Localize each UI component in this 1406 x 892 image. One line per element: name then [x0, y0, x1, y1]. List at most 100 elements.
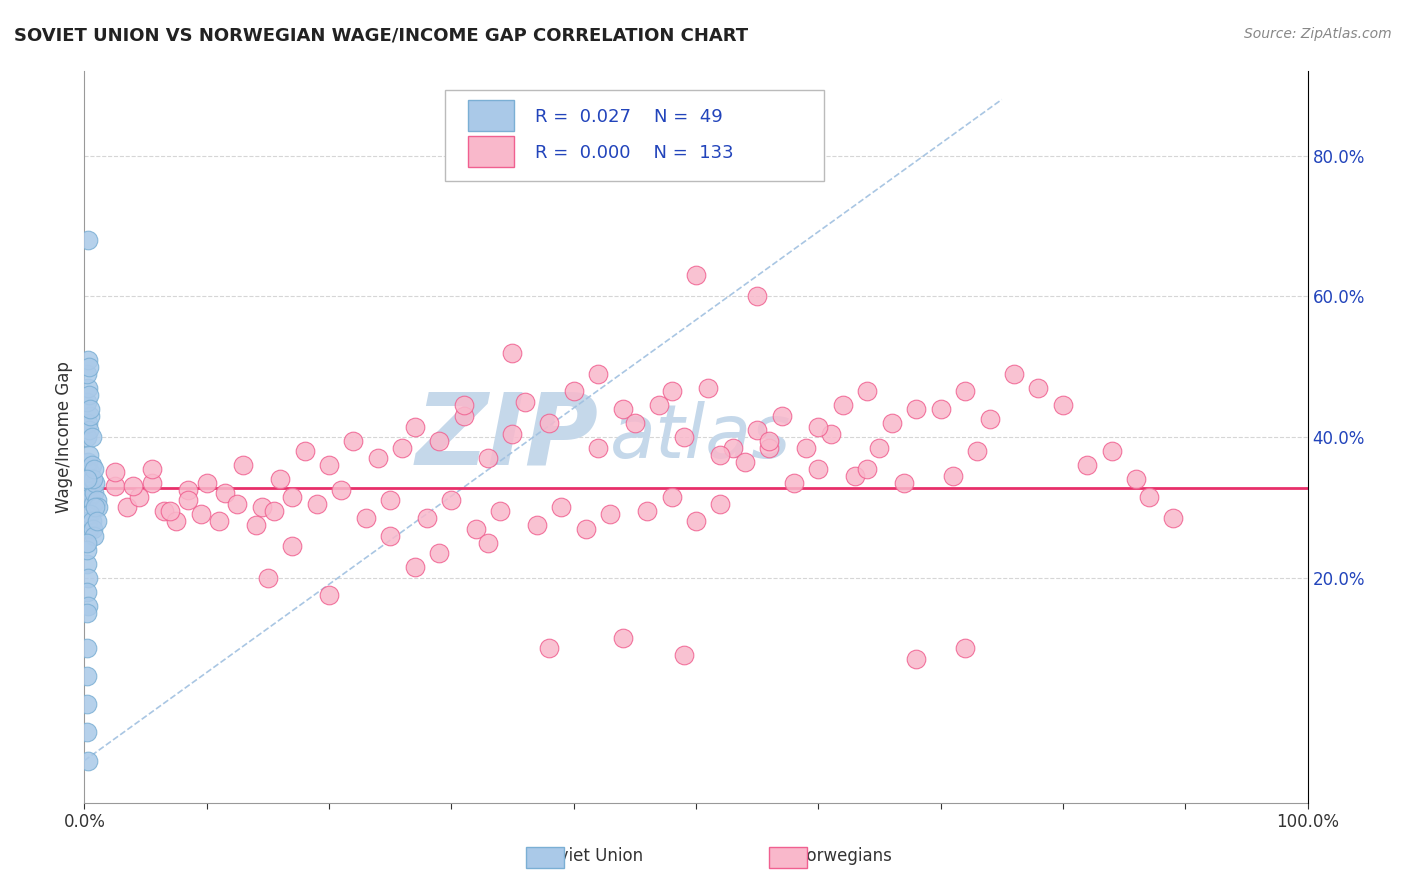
- Point: [76, 472, 98, 486]
- Point: [232, 458, 254, 473]
- Point: [831, 399, 853, 413]
- Point: [636, 504, 658, 518]
- Point: [76, 542, 98, 557]
- Point: [612, 631, 634, 645]
- Point: [342, 434, 364, 448]
- Point: [159, 504, 181, 518]
- Point: [79, 490, 101, 504]
- Point: [905, 651, 928, 665]
- Point: [318, 588, 340, 602]
- Point: [966, 444, 988, 458]
- Point: [80, 472, 103, 486]
- Text: atlas: atlas: [610, 401, 792, 473]
- Point: [794, 441, 817, 455]
- Point: [80, 515, 103, 529]
- Point: [76, 430, 98, 444]
- Point: [77, 416, 100, 430]
- Point: [747, 289, 769, 303]
- Point: [734, 455, 756, 469]
- Point: [330, 483, 353, 497]
- Point: [661, 490, 683, 504]
- Point: [869, 441, 891, 455]
- Point: [380, 528, 402, 542]
- Point: [263, 504, 285, 518]
- Point: [856, 384, 879, 399]
- Point: [76, 669, 98, 683]
- FancyBboxPatch shape: [468, 136, 513, 167]
- Point: [76, 461, 98, 475]
- Point: [747, 423, 769, 437]
- Point: [856, 461, 879, 475]
- Point: [721, 441, 744, 455]
- Point: [86, 493, 108, 508]
- Point: [122, 479, 145, 493]
- Point: [226, 497, 249, 511]
- Point: [1076, 458, 1098, 473]
- Point: [281, 539, 304, 553]
- Point: [305, 497, 328, 511]
- Point: [807, 419, 830, 434]
- Point: [661, 384, 683, 399]
- Point: [612, 401, 634, 416]
- Point: [1002, 367, 1025, 381]
- Text: Norwegians: Norwegians: [794, 847, 893, 865]
- Text: R =  0.000    N =  133: R = 0.000 N = 133: [534, 145, 733, 162]
- Point: [391, 441, 413, 455]
- Point: [77, 479, 100, 493]
- Point: [440, 493, 463, 508]
- Point: [844, 468, 866, 483]
- Point: [76, 725, 98, 739]
- Point: [77, 455, 100, 469]
- Point: [783, 475, 806, 490]
- Point: [599, 508, 621, 522]
- Point: [82, 521, 104, 535]
- Point: [82, 472, 104, 486]
- Point: [685, 515, 707, 529]
- Point: [354, 511, 377, 525]
- Point: [84, 475, 107, 490]
- Point: [1052, 399, 1074, 413]
- Point: [672, 430, 695, 444]
- Point: [77, 754, 100, 768]
- Point: [380, 493, 402, 508]
- Point: [77, 388, 100, 402]
- Point: [709, 448, 731, 462]
- Point: [86, 515, 108, 529]
- Point: [453, 409, 475, 423]
- Point: [758, 434, 780, 448]
- Point: [77, 381, 100, 395]
- Point: [453, 399, 475, 413]
- Point: [79, 465, 101, 479]
- Point: [141, 461, 163, 475]
- Point: [502, 426, 524, 441]
- Point: [294, 444, 316, 458]
- Point: [79, 409, 101, 423]
- Point: [575, 521, 598, 535]
- Point: [76, 557, 98, 571]
- Point: [77, 359, 100, 374]
- Point: [1125, 472, 1147, 486]
- Point: [685, 268, 707, 283]
- Point: [538, 416, 561, 430]
- Text: Source: ZipAtlas.com: Source: ZipAtlas.com: [1244, 27, 1392, 41]
- Point: [177, 493, 200, 508]
- Point: [538, 641, 561, 656]
- Point: [648, 399, 671, 413]
- Point: [77, 448, 100, 462]
- Point: [80, 458, 103, 473]
- Point: [77, 233, 100, 247]
- Point: [77, 423, 100, 437]
- Point: [84, 500, 107, 515]
- Point: [893, 475, 915, 490]
- Point: [250, 500, 273, 515]
- Point: [77, 515, 100, 529]
- Point: [513, 395, 536, 409]
- Point: [76, 606, 98, 620]
- Point: [427, 546, 450, 560]
- Point: [1161, 511, 1184, 525]
- Point: [80, 430, 103, 444]
- Point: [586, 441, 609, 455]
- Point: [104, 479, 127, 493]
- Point: [87, 500, 110, 515]
- Point: [214, 486, 236, 500]
